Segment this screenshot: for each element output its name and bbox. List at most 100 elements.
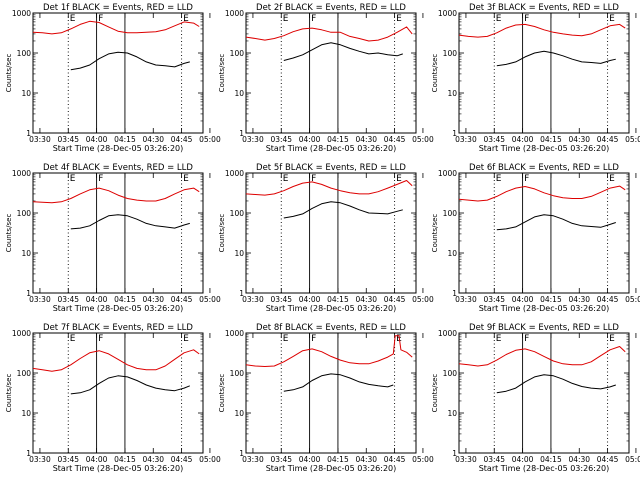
y-axis-label: Counts/sec xyxy=(431,374,439,413)
marker-label: F xyxy=(311,334,316,344)
y-tick-label: 1000 xyxy=(12,169,31,178)
y-tick-label: 1000 xyxy=(438,329,457,338)
y-tick-label: 1 xyxy=(452,129,457,138)
chart-panel-7: Det 7f BLACK = Events, RED = LLD 1 10 100 10… xyxy=(5,323,221,473)
y-tick-label: 1000 xyxy=(12,9,31,18)
marker-label: E xyxy=(496,174,502,184)
x-tick-label: 03:30 xyxy=(29,295,51,304)
y-tick-label: 100 xyxy=(230,369,245,378)
events-series-line xyxy=(496,214,616,231)
x-tick-label: 03:30 xyxy=(242,455,264,464)
x-tick-label: 04:45 xyxy=(597,135,619,144)
y-tick-label: 1000 xyxy=(438,169,457,178)
chart-title: Det 5f BLACK = Events, RED = LLD xyxy=(256,163,406,173)
x-tick-label: 04:30 xyxy=(142,455,164,464)
y-axis-label: Counts/sec xyxy=(218,214,226,253)
lld-series-line xyxy=(458,346,626,367)
lld-series-line xyxy=(245,26,413,42)
marker-label: E xyxy=(183,14,189,24)
axis-frame xyxy=(245,12,417,134)
events-series-line xyxy=(283,201,403,219)
chart-title: Det 6f BLACK = Events, RED = LLD xyxy=(469,163,619,173)
x-tick-label: 04:00 xyxy=(512,295,534,304)
x-tick-label: 03:45 xyxy=(270,455,292,464)
marker-label: E xyxy=(283,14,289,24)
events-series-line xyxy=(283,373,394,392)
chart-panel-9: Det 9f BLACK = Events, RED = LLD 1 10 100 10… xyxy=(431,323,640,473)
lld-series-line xyxy=(245,180,413,196)
x-tick-label: 04:45 xyxy=(597,295,619,304)
y-tick-label: 1 xyxy=(452,289,457,298)
marker-label: E xyxy=(396,174,402,184)
x-tick-label: 04:15 xyxy=(114,455,136,464)
y-tick-label: 10 xyxy=(234,249,244,258)
marker-label: E xyxy=(183,334,189,344)
x-tick-label: 04:45 xyxy=(384,455,406,464)
x-tick-label: 04:15 xyxy=(540,455,562,464)
x-tick-label: 05:00 xyxy=(625,455,640,464)
events-series-line xyxy=(70,375,190,395)
chart-panel-6: Det 6f BLACK = Events, RED = LLD 1 10 100 10… xyxy=(431,163,640,313)
marker-label: F xyxy=(524,174,529,184)
x-tick-label: 04:15 xyxy=(540,135,562,144)
x-tick-label: 04:30 xyxy=(355,135,377,144)
marker-label: F xyxy=(98,14,103,24)
y-tick-label: 100 xyxy=(230,49,245,58)
marker-label: E xyxy=(183,174,189,184)
lld-series-line xyxy=(32,187,200,204)
chart-title: Det 9f BLACK = Events, RED = LLD xyxy=(469,323,619,333)
y-tick-label: 10 xyxy=(447,89,457,98)
y-tick-label: 1000 xyxy=(225,169,244,178)
y-tick-label: 100 xyxy=(17,49,32,58)
chart-title: Det 3f BLACK = Events, RED = LLD xyxy=(469,3,619,13)
x-tick-label: 04:00 xyxy=(86,135,108,144)
y-tick-label: 1000 xyxy=(225,9,244,18)
y-axis-label: Counts/sec xyxy=(5,374,13,413)
lld-series-line xyxy=(458,23,626,38)
y-tick-label: 100 xyxy=(443,369,458,378)
x-tick-label: 05:00 xyxy=(412,455,434,464)
y-tick-label: 1 xyxy=(26,289,31,298)
y-tick-label: 10 xyxy=(21,249,31,258)
y-tick-label: 1000 xyxy=(225,329,244,338)
marker-label: F xyxy=(311,14,316,24)
x-tick-label: 04:00 xyxy=(512,135,534,144)
x-tick-label: 04:15 xyxy=(540,295,562,304)
axis-frame xyxy=(32,332,204,454)
x-tick-label: 04:15 xyxy=(327,295,349,304)
x-axis-label: Start Time (28-Dec-05 03:26:20) xyxy=(479,464,610,473)
chart-panel-4: Det 4f BLACK = Events, RED = LLD 1 10 100 10… xyxy=(5,163,221,313)
y-tick-label: 1 xyxy=(26,129,31,138)
lld-series-line xyxy=(32,349,200,372)
events-series-line xyxy=(70,214,190,230)
axis-frame xyxy=(458,12,630,134)
x-axis-label: Start Time (28-Dec-05 03:26:20) xyxy=(479,144,610,153)
x-tick-label: 03:45 xyxy=(483,295,505,304)
x-tick-label: 03:30 xyxy=(242,295,264,304)
x-tick-label: 03:30 xyxy=(455,135,477,144)
x-tick-label: 04:45 xyxy=(171,135,193,144)
y-axis-label: Counts/sec xyxy=(5,54,13,93)
x-tick-label: 04:15 xyxy=(327,135,349,144)
x-tick-label: 04:45 xyxy=(384,295,406,304)
chart-title: Det 7f BLACK = Events, RED = LLD xyxy=(43,323,193,333)
y-tick-label: 100 xyxy=(17,209,32,218)
x-tick-label: 05:00 xyxy=(412,135,434,144)
chart-title: Det 8f BLACK = Events, RED = LLD xyxy=(256,323,406,333)
x-axis-label: Start Time (28-Dec-05 03:26:20) xyxy=(266,144,397,153)
x-tick-label: 04:00 xyxy=(299,135,321,144)
chart-panel-8: Det 8f BLACK = Events, RED = LLD 1 10 100 10… xyxy=(218,323,434,473)
y-tick-label: 1 xyxy=(26,449,31,458)
y-tick-label: 1 xyxy=(452,449,457,458)
marker-label: E xyxy=(609,14,615,24)
marker-label: F xyxy=(311,174,316,184)
x-tick-label: 04:30 xyxy=(568,295,590,304)
chart-panel-3: Det 3f BLACK = Events, RED = LLD 1 10 100 10… xyxy=(431,3,640,153)
axis-frame xyxy=(32,12,204,134)
x-tick-label: 03:30 xyxy=(455,295,477,304)
x-tick-label: 04:30 xyxy=(568,455,590,464)
x-tick-label: 04:45 xyxy=(171,295,193,304)
axis-frame xyxy=(458,172,630,294)
y-tick-label: 1 xyxy=(239,129,244,138)
